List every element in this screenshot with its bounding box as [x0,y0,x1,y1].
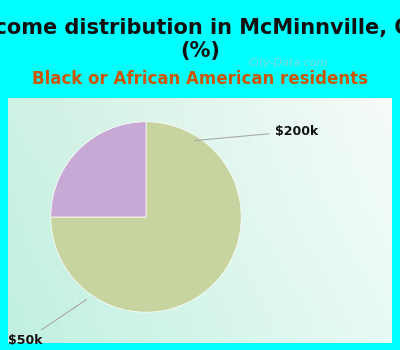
Text: $200k: $200k [194,125,318,141]
Text: Income distribution in McMinnville, OR
(%): Income distribution in McMinnville, OR (… [0,18,400,61]
Text: City-Data.com: City-Data.com [248,58,328,68]
Wedge shape [51,122,146,217]
Text: Black or African American residents: Black or African American residents [32,70,368,88]
Text: $50k: $50k [8,300,86,347]
Wedge shape [51,122,241,312]
